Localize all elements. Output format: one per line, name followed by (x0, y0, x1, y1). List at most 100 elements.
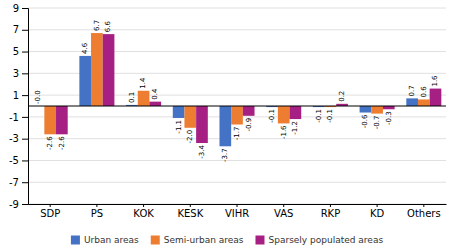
x-tick: KOK (133, 204, 154, 219)
y-tick: -7 (9, 177, 28, 188)
y-tick-mark (22, 30, 28, 31)
y-tick: 5 (13, 46, 28, 57)
bar (44, 106, 56, 134)
y-tick: -3 (9, 133, 28, 144)
data-label: 0.1 (128, 92, 136, 103)
legend-swatch (71, 236, 80, 245)
y-tick-mark (22, 117, 28, 118)
legend-swatch (151, 236, 160, 245)
bar (371, 106, 383, 114)
bar (138, 91, 150, 106)
data-label: -1.7 (233, 127, 241, 141)
y-tick-mark (22, 52, 28, 53)
x-tick: PS (91, 204, 103, 219)
legend-swatch (255, 236, 264, 245)
bar (149, 102, 161, 106)
x-tick-label: VAS (274, 208, 293, 219)
data-label: -1.6 (280, 125, 288, 139)
x-tick: SDP (40, 204, 60, 219)
x-tick-mark (143, 204, 144, 207)
data-label: 0.6 (420, 86, 428, 98)
x-tick-mark (423, 204, 424, 207)
legend-item: Sparsely populated areas (255, 235, 383, 245)
legend-item: Semi-urban areas (151, 235, 244, 245)
legend: Urban areas Semi-urban areas Sparsely popu… (71, 235, 383, 245)
bar (360, 106, 372, 113)
y-tick-mark (22, 8, 28, 9)
x-tick-label: VIHR (225, 208, 249, 219)
x-tick: KD (370, 204, 385, 219)
data-label: 1.4 (139, 77, 147, 89)
data-label: 0.4 (151, 88, 159, 100)
data-label: -2.6 (58, 136, 66, 150)
data-label: -1.1 (175, 120, 183, 134)
x-tick: VAS (274, 204, 293, 219)
bar (278, 106, 290, 123)
x-tick: VIHR (225, 204, 249, 219)
grid-line (28, 182, 446, 183)
y-tick-mark (22, 160, 28, 161)
y-tick-label: -3 (9, 133, 19, 144)
y-tick-mark (22, 204, 28, 205)
y-tick-label: 3 (13, 68, 19, 79)
x-tick-label: SDP (40, 208, 60, 219)
x-tick-mark (330, 204, 331, 207)
data-label: -0.7 (373, 116, 381, 130)
y-tick-label: -9 (9, 199, 19, 210)
legend-label: Sparsely populated areas (268, 235, 383, 245)
data-label: -0.1 (268, 109, 276, 123)
bar (173, 106, 185, 118)
x-tick-label: RKP (321, 208, 341, 219)
x-tick-label: Others (407, 208, 441, 219)
x-tick-mark (190, 204, 191, 207)
y-tick-mark (22, 73, 28, 74)
bar (219, 106, 231, 146)
x-tick: KESK (177, 204, 203, 219)
bar (79, 56, 91, 106)
bars (44, 33, 441, 146)
data-label: -1.2 (291, 121, 299, 135)
legend-label: Semi-urban areas (164, 235, 244, 245)
zero-line (28, 106, 446, 107)
x-tick-label: KOK (133, 208, 154, 219)
bar-series (56, 34, 441, 143)
data-label: -0.1 (315, 109, 323, 123)
data-label: -0.1 (326, 109, 334, 123)
x-tick: Others (407, 204, 441, 219)
data-label: -0.0 (34, 90, 42, 104)
y-tick-label: -1 (9, 112, 19, 123)
legend-label: Urban areas (84, 235, 139, 245)
data-label: 6.6 (104, 20, 112, 32)
grid-line (28, 29, 446, 30)
y-tick-label: -7 (9, 177, 19, 188)
y-tick-label: -5 (9, 155, 19, 166)
y-tick: 9 (13, 3, 28, 14)
y-tick-mark (22, 139, 28, 140)
grid-line (28, 51, 446, 52)
data-label: -3.7 (221, 148, 229, 162)
bar (418, 99, 430, 106)
bar (430, 89, 442, 106)
y-tick-mark (22, 182, 28, 183)
bar (103, 34, 115, 106)
x-tick-mark (50, 204, 51, 207)
bar-series (44, 33, 429, 134)
x-tick: RKP (321, 204, 341, 219)
grid-line (28, 8, 446, 9)
data-label: -0.6 (361, 114, 369, 128)
y-tick: -1 (9, 112, 28, 123)
x-tick-mark (237, 204, 238, 207)
data-label: 1.6 (431, 75, 439, 87)
data-label: -2.0 (186, 130, 194, 144)
y-tick: 1 (13, 90, 28, 101)
y-tick: 3 (13, 68, 28, 79)
y-tick-label: 9 (13, 3, 19, 14)
data-label: 0.7 (408, 85, 416, 96)
data-label: -0.3 (385, 111, 393, 125)
y-tick-label: 7 (13, 24, 19, 35)
data-label: 6.7 (93, 20, 101, 31)
x-axis: SDP PS KOK KESK VIHR VAS RKP KD Others (29, 204, 447, 219)
bar-series (79, 56, 418, 146)
x-tick-mark (377, 204, 378, 207)
grid-line (28, 160, 446, 161)
